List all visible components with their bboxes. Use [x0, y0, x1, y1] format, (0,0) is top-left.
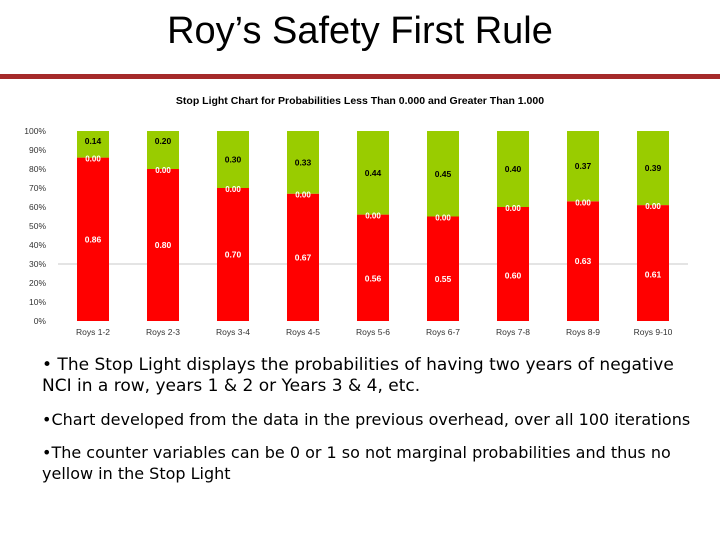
bullet-list: • The Stop Light displays the probabilit…: [42, 355, 702, 496]
boundary-label: 0.00: [295, 191, 311, 200]
bar-segment-green: [77, 131, 109, 158]
boundary-label: 0.00: [365, 212, 381, 221]
y-tick-label: 60%: [29, 202, 46, 212]
bar-segment-red: [637, 205, 669, 321]
y-tick-label: 100%: [24, 126, 46, 136]
x-tick-label: Roys 8-9: [566, 327, 600, 337]
bar-value-label: 0.60: [505, 270, 522, 280]
bar-value-label: 0.45: [435, 169, 452, 179]
bar-segment-green: [287, 131, 319, 194]
bar-value-label: 0.44: [365, 168, 382, 178]
bullet-symbol: •: [42, 410, 52, 429]
bar-segment-red: [77, 157, 109, 321]
bar-value-label: 0.20: [155, 136, 172, 146]
title-divider: [0, 74, 720, 79]
x-tick-label: Roys 7-8: [496, 327, 530, 337]
bar-value-label: 0.39: [645, 163, 662, 173]
y-tick-label: 90%: [29, 145, 46, 155]
boundary-label: 0.00: [85, 155, 101, 164]
bar-value-label: 0.86: [85, 234, 102, 244]
bar-segment-green: [427, 131, 459, 217]
x-tick-label: Roys 3-4: [216, 327, 250, 337]
chart-svg: Stop Light Chart for Probabilities Less …: [24, 95, 688, 337]
y-tick-label: 30%: [29, 259, 46, 269]
bullet-item: •Chart developed from the data in the pr…: [42, 409, 702, 430]
bar-value-label: 0.56: [365, 273, 382, 283]
boundary-label: 0.00: [225, 185, 241, 194]
bar-value-label: 0.67: [295, 252, 312, 262]
boundary-label: 0.00: [505, 204, 521, 213]
y-tick-label: 70%: [29, 183, 46, 193]
boundary-label: 0.00: [435, 214, 451, 223]
bar-value-label: 0.40: [505, 164, 522, 174]
x-axis: Roys 1-2 Roys 2-3 Roys 3-4 Roys 4-5 Roys 5-6…: [76, 327, 673, 337]
bar-segment-red: [357, 214, 389, 321]
bullet-text: Chart developed from the data in the pre…: [51, 410, 691, 429]
bullet-item: • The Stop Light displays the probabilit…: [42, 355, 702, 397]
stoplight-chart: Stop Light Chart for Probabilities Less …: [0, 86, 720, 348]
bar-segment-red: [427, 216, 459, 321]
bar-segment-green: [497, 131, 529, 207]
boundary-label: 0.00: [155, 166, 171, 175]
slide-title: Roy’s Safety First Rule: [167, 10, 553, 52]
bar-value-label: 0.55: [435, 274, 452, 284]
y-tick-label: 10%: [29, 297, 46, 307]
bullet-symbol: •: [42, 443, 52, 462]
bullet-symbol: •: [42, 355, 53, 375]
x-tick-label: Roys 6-7: [426, 327, 460, 337]
bar-value-label: 0.37: [575, 161, 592, 171]
x-tick-label: Roys 5-6: [356, 327, 390, 337]
bar-segment-green: [357, 131, 389, 215]
bar-value-label: 0.70: [225, 250, 242, 260]
bullet-text: The Stop Light displays the probabilitie…: [42, 355, 674, 396]
y-tick-label: 0%: [34, 316, 47, 326]
bar-value-label: 0.14: [85, 136, 102, 146]
boundary-label: 0.00: [575, 198, 591, 207]
x-tick-label: Roys 9-10: [634, 327, 673, 337]
bar-segment-red: [147, 169, 179, 321]
y-tick-label: 50%: [29, 221, 46, 231]
bar-segment-green: [147, 131, 179, 169]
bar-segment-red: [217, 188, 249, 321]
x-tick-label: Roys 1-2: [76, 327, 110, 337]
y-tick-label: 20%: [29, 278, 46, 288]
bar-value-label: 0.63: [575, 256, 592, 266]
bar-segment-red: [287, 193, 319, 321]
bar-value-label: 0.61: [645, 270, 662, 280]
bar-segment-red: [497, 207, 529, 321]
bullet-item: •The counter variables can be 0 or 1 so …: [42, 442, 702, 484]
x-tick-label: Roys 4-5: [286, 327, 320, 337]
y-tick-label: 40%: [29, 240, 46, 250]
bar-segment-green: [637, 131, 669, 206]
bar-segment-green: [217, 131, 249, 188]
bar-value-label: 0.80: [155, 240, 172, 250]
y-tick-label: 80%: [29, 164, 46, 174]
bar-segment-green: [567, 131, 599, 202]
bars-group: 0.86 0.14 0.00 0.80 0.20 0.00 0.70 0.30 0.00 0.67…: [77, 131, 669, 321]
chart-title: Stop Light Chart for Probabilities Less …: [176, 95, 544, 107]
bar-segment-red: [567, 201, 599, 321]
x-tick-label: Roys 2-3: [146, 327, 180, 337]
boundary-label: 0.00: [645, 202, 661, 211]
bar-value-label: 0.33: [295, 157, 312, 167]
bar-value-label: 0.30: [225, 155, 242, 165]
bullet-text: The counter variables can be 0 or 1 so n…: [42, 443, 671, 483]
